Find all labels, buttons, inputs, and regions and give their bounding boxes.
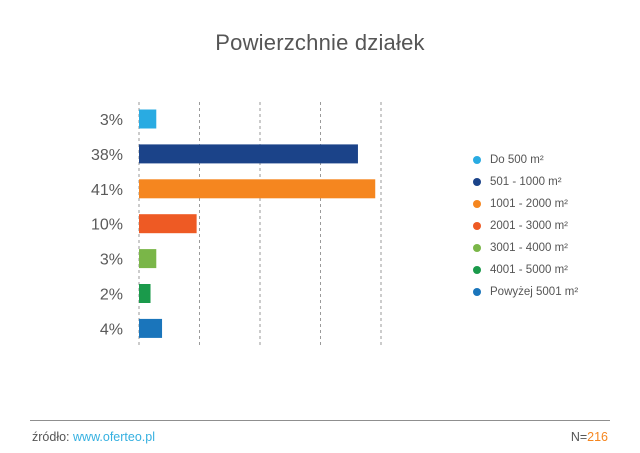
legend-item: 501 - 1000 m² bbox=[473, 171, 578, 193]
legend-swatch bbox=[473, 222, 481, 230]
bar bbox=[139, 318, 163, 338]
legend-swatch bbox=[473, 244, 481, 252]
legend-label: 3001 - 4000 m² bbox=[490, 242, 568, 254]
sample-label: N= bbox=[570, 430, 588, 444]
bars bbox=[139, 109, 376, 338]
legend-swatch bbox=[473, 266, 481, 274]
value-label: 38% bbox=[91, 147, 123, 164]
value-label: 3% bbox=[100, 112, 123, 129]
legend-swatch bbox=[473, 156, 481, 164]
legend-swatch bbox=[473, 178, 481, 186]
bar bbox=[139, 284, 151, 303]
legend-item: 4001 - 5000 m² bbox=[473, 259, 578, 281]
value-label: 3% bbox=[100, 252, 123, 269]
footer-divider bbox=[30, 420, 610, 421]
value-label: 2% bbox=[100, 287, 123, 304]
legend-item: Do 500 m² bbox=[473, 149, 578, 171]
value-label: 10% bbox=[91, 217, 123, 234]
legend-label: 4001 - 5000 m² bbox=[490, 264, 568, 276]
legend-label: 1001 - 2000 m² bbox=[490, 198, 568, 210]
legend-label: Do 500 m² bbox=[490, 154, 544, 166]
legend-swatch bbox=[473, 200, 481, 208]
legend-label: 501 - 1000 m² bbox=[490, 176, 562, 188]
bar bbox=[139, 144, 358, 164]
value-label: 41% bbox=[91, 182, 123, 199]
sample-value: 216 bbox=[587, 430, 608, 444]
legend-label: 2001 - 3000 m² bbox=[490, 220, 568, 232]
bar bbox=[139, 109, 157, 129]
legend-item: 1001 - 2000 m² bbox=[473, 193, 578, 215]
source-note: źródło: www.oferteo.pl bbox=[32, 430, 155, 444]
source-link[interactable]: www.oferteo.pl bbox=[73, 430, 155, 444]
sample-size: N=216 bbox=[571, 430, 608, 444]
legend: Do 500 m² 501 - 1000 m² 1001 - 2000 m² 2001… bbox=[473, 149, 578, 303]
value-label: 4% bbox=[100, 321, 123, 338]
legend-item: 2001 - 3000 m² bbox=[473, 215, 578, 237]
legend-label: Powyżej 5001 m² bbox=[490, 286, 579, 298]
bar bbox=[139, 214, 197, 234]
legend-item: 3001 - 4000 m² bbox=[473, 237, 578, 259]
bar bbox=[139, 179, 376, 199]
legend-item: Powyżej 5001 m² bbox=[473, 281, 578, 303]
legend-swatch bbox=[473, 288, 481, 296]
bar bbox=[139, 249, 157, 269]
chart-title: Powierzchnie działek bbox=[215, 30, 425, 55]
source-label: źródło: bbox=[32, 430, 70, 444]
value-labels: 3% 38% 41% 10% 3% 2% 4% bbox=[91, 112, 123, 338]
